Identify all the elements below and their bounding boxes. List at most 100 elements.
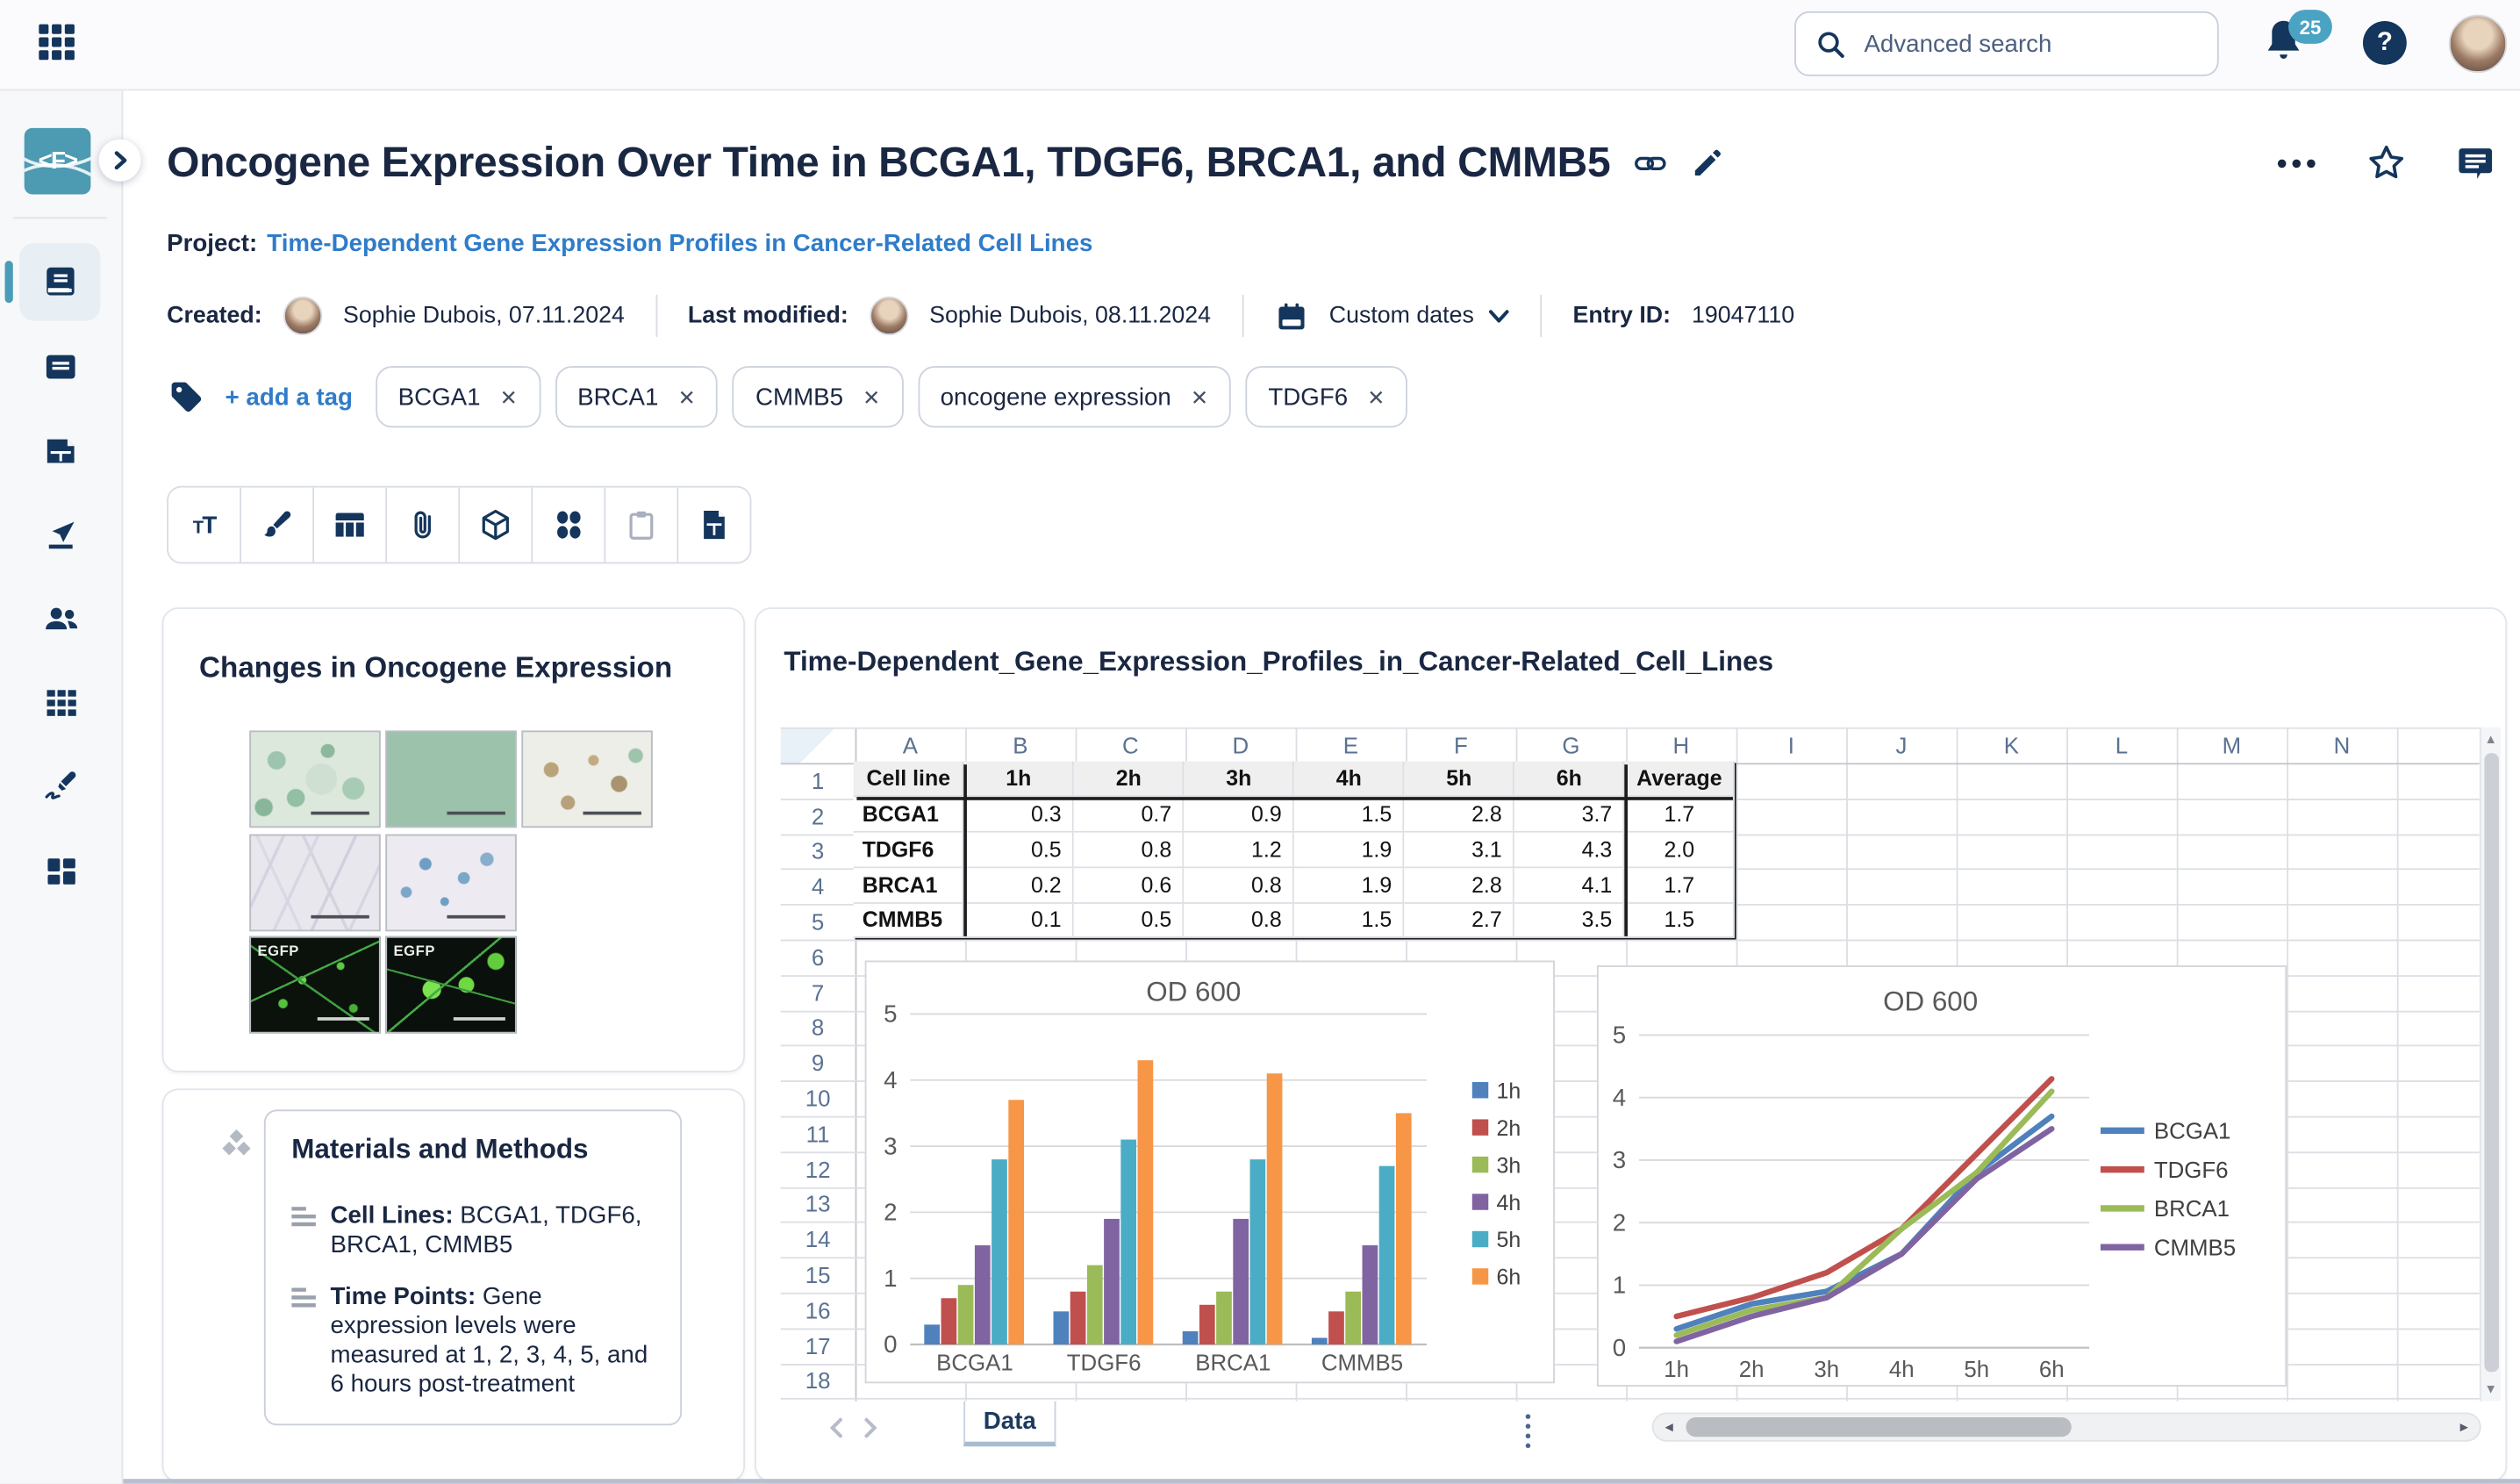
row-header-11[interactable]: 11 — [805, 1121, 830, 1147]
scroll-down-icon[interactable]: ▼ — [2484, 1381, 2498, 1397]
table-cell[interactable]: 2h — [1074, 762, 1185, 798]
row-header-6[interactable]: 6 — [811, 943, 825, 971]
table-cell[interactable]: 0.1 — [963, 903, 1075, 939]
elements-tool-button[interactable] — [533, 487, 606, 563]
table-cell[interactable]: 0.5 — [963, 832, 1075, 868]
search-input[interactable] — [1860, 28, 2159, 60]
row-header-13[interactable]: 13 — [805, 1191, 831, 1218]
table-cell[interactable]: 1.5 — [1294, 797, 1405, 833]
row-header-8[interactable]: 8 — [811, 1014, 825, 1041]
remove-tag-icon[interactable]: ✕ — [1190, 384, 1209, 410]
table-cell[interactable]: 0.8 — [1184, 867, 1295, 904]
methods-text-block[interactable]: Materials and Methods Cell Lines: BCGA1,… — [263, 1109, 683, 1426]
remove-tag-icon[interactable]: ✕ — [499, 384, 518, 410]
column-header-I[interactable]: I — [1787, 732, 1794, 758]
table-cell[interactable]: 3h — [1184, 762, 1295, 798]
table-cell[interactable]: CMMB5 — [854, 903, 964, 939]
draw-tool-button[interactable] — [241, 487, 315, 563]
column-header-N[interactable]: N — [2333, 732, 2351, 758]
table-cell[interactable]: 0.5 — [1074, 903, 1185, 939]
table-cell[interactable]: 3.7 — [1514, 797, 1626, 833]
row-header-18[interactable]: 18 — [805, 1367, 831, 1394]
row-header-4[interactable]: 4 — [811, 873, 825, 900]
sidebar-item-inventory[interactable] — [0, 661, 121, 745]
copy-link-icon[interactable] — [1633, 145, 1669, 181]
micrograph-image[interactable] — [385, 730, 517, 828]
structure-tool-button[interactable] — [460, 487, 533, 563]
row-header-5[interactable]: 5 — [811, 908, 825, 936]
column-header-M[interactable]: M — [2222, 732, 2242, 758]
table-cell[interactable]: 2.8 — [1404, 867, 1515, 904]
row-header-15[interactable]: 15 — [805, 1261, 831, 1288]
sidebar-item-notes[interactable] — [0, 324, 121, 408]
bar-chart[interactable]: OD 600 0 1 2 3 4 5 BCGA1 TDGF6 BRCA1 CMMB5 1h 2h 3h 4h… — [864, 960, 1555, 1384]
table-cell[interactable]: 0.3 — [963, 797, 1075, 833]
table-cell[interactable]: 1.9 — [1294, 867, 1405, 904]
search-box[interactable] — [1794, 11, 2219, 76]
sheet-corner-cell[interactable] — [780, 727, 856, 764]
micrograph-image[interactable] — [249, 834, 381, 932]
row-header-3[interactable]: 3 — [811, 838, 825, 864]
table-cell[interactable]: Cell line — [854, 762, 964, 798]
table-cell[interactable]: 1h — [963, 762, 1075, 798]
column-header-K[interactable]: K — [2003, 732, 2020, 758]
fluorescence-image[interactable]: EGFP — [385, 936, 517, 1034]
micrograph-image[interactable] — [385, 834, 517, 932]
text-tool-button[interactable]: TT — [168, 487, 242, 563]
table-cell[interactable]: 0.8 — [1074, 832, 1185, 868]
comments-icon[interactable] — [2455, 142, 2495, 183]
column-header-D[interactable]: D — [1232, 732, 1249, 758]
table-cell[interactable]: 1.2 — [1184, 832, 1295, 868]
table-cell[interactable]: 3.5 — [1514, 903, 1626, 939]
column-header-E[interactable]: E — [1342, 732, 1358, 758]
table-cell[interactable]: 6h — [1514, 762, 1626, 798]
remove-tag-icon[interactable]: ✕ — [677, 384, 696, 410]
table-cell[interactable]: 3.1 — [1404, 832, 1515, 868]
scroll-up-icon[interactable]: ▲ — [2484, 732, 2498, 747]
column-header-J[interactable]: J — [1895, 732, 1908, 758]
row-header-17[interactable]: 17 — [805, 1332, 831, 1359]
table-cell[interactable]: 1.5 — [1625, 903, 1736, 939]
column-header-A[interactable]: A — [902, 732, 918, 758]
vertical-scrollbar[interactable]: ▲ ▼ — [2479, 727, 2501, 1402]
table-cell[interactable]: 1.9 — [1294, 832, 1405, 868]
scroll-left-icon[interactable]: ◂ — [1664, 1418, 1673, 1437]
sidebar-item-users[interactable] — [0, 577, 121, 661]
user-avatar[interactable] — [2448, 14, 2508, 74]
apps-grid-icon[interactable] — [39, 24, 77, 63]
app-logo[interactable]: <F> — [24, 127, 91, 195]
remove-tag-icon[interactable]: ✕ — [863, 384, 881, 410]
line-chart[interactable]: OD 600 0 1 2 3 4 5 1h 2h 3h 4h 5h 6h BCGA1 TDGF6 BRCA1 C… — [1596, 965, 2287, 1387]
table-cell[interactable]: Average — [1625, 762, 1736, 798]
expand-sidebar-button[interactable] — [98, 139, 141, 182]
scroll-right-icon[interactable]: ▸ — [2459, 1418, 2468, 1437]
table-cell[interactable]: 0.7 — [1074, 797, 1185, 833]
row-header-9[interactable]: 9 — [811, 1050, 825, 1077]
notifications-button[interactable]: 25 — [2261, 10, 2332, 77]
horizontal-scroll-thumb[interactable] — [1686, 1417, 2072, 1437]
sidebar-item-signature[interactable] — [0, 745, 121, 829]
attachment-tool-button[interactable] — [387, 487, 461, 563]
vertical-scroll-thumb[interactable] — [2484, 753, 2500, 1373]
table-cell[interactable]: 4.3 — [1514, 832, 1626, 868]
spreadsheet-tool-button[interactable] — [678, 487, 750, 563]
table-cell[interactable]: 2.8 — [1404, 797, 1515, 833]
table-cell[interactable]: 0.9 — [1184, 797, 1295, 833]
add-tag-button[interactable]: + add a tag — [225, 383, 353, 411]
more-options-icon[interactable] — [2275, 156, 2317, 169]
column-header-C[interactable]: C — [1121, 732, 1139, 758]
table-cell[interactable]: 1.7 — [1625, 797, 1736, 833]
table-cell[interactable]: TDGF6 — [854, 832, 964, 868]
table-cell[interactable]: 5h — [1404, 762, 1515, 798]
row-header-7[interactable]: 7 — [811, 979, 825, 1006]
table-cell[interactable]: 4h — [1294, 762, 1405, 798]
column-header-H[interactable]: H — [1672, 732, 1690, 758]
column-header-L[interactable]: L — [2115, 732, 2129, 758]
project-link[interactable]: Time-Dependent Gene Expression Profiles … — [267, 230, 1093, 258]
next-sheet-icon[interactable] — [863, 1417, 886, 1440]
help-icon[interactable]: ? — [2362, 20, 2407, 65]
row-header-12[interactable]: 12 — [805, 1156, 831, 1182]
sidebar-item-import[interactable] — [0, 492, 121, 577]
row-header-10[interactable]: 10 — [805, 1085, 831, 1112]
row-header-14[interactable]: 14 — [805, 1226, 831, 1253]
